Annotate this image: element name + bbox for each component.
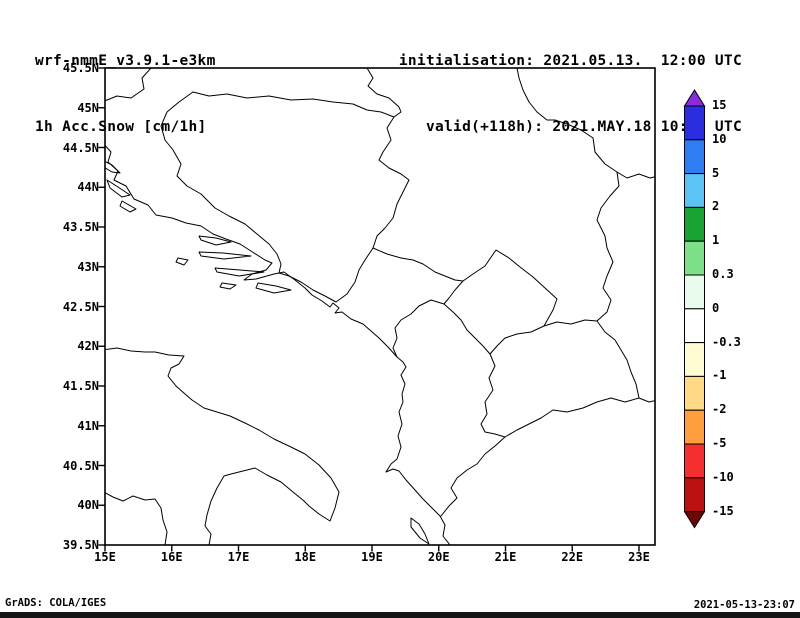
- lon-tick-label: 20E: [427, 550, 450, 564]
- lon-tick-label: 15E: [94, 550, 116, 564]
- axis-ticks: [98, 67, 640, 552]
- colorbar-segment: [684, 105, 705, 141]
- lat-tick-label: 42.5N: [62, 299, 99, 314]
- bottom-bar: [0, 612, 800, 618]
- colorbar-value-label: -2: [712, 402, 727, 417]
- lat-tick-label: 41.5N: [62, 379, 99, 393]
- lat-tick-label: 44.5N: [62, 140, 99, 155]
- colorbar: [683, 88, 707, 534]
- coastline-italy-adriatic: [105, 347, 340, 545]
- border-bosnia-montenegro: [335, 247, 374, 303]
- lon-tick-label: 18E: [294, 550, 317, 564]
- colorbar-value-label: 10: [712, 131, 727, 146]
- lat-tick-label: 43.5N: [62, 220, 99, 234]
- colorbar-svg: [683, 89, 706, 529]
- border-macedonia-greece: [504, 397, 640, 438]
- colorbar-value-label: 1: [712, 233, 720, 248]
- border-montenegro-albania: [392, 299, 445, 358]
- plot-title-block: wrf-nmmE_v3.9.1-e3km 1h Acc.Snow [cm/1h]: [35, 6, 216, 182]
- colorbar-value-label: 15: [712, 98, 727, 112]
- border-serbia-romania: [516, 68, 618, 173]
- corfu-island: [410, 517, 430, 545]
- colorbar-segment: [684, 173, 705, 208]
- colorbar-arrow-top: [683, 89, 706, 107]
- border-romania-bulgaria-danube: [616, 171, 655, 179]
- border-bosnia-croatia-south: [278, 272, 337, 303]
- colorbar-segment: [684, 274, 705, 310]
- border-serbia-kosovo: [462, 249, 558, 327]
- field-name: 1h Acc.Snow [cm/1h]: [35, 119, 207, 135]
- lat-tick-label: 41N: [77, 418, 99, 433]
- border-serbia-montenegro: [372, 247, 464, 282]
- colorbar-value-label: -10: [712, 469, 734, 484]
- border-croatia-bosnia-west: [160, 91, 282, 274]
- border-bosnia-serbia-drina: [372, 116, 410, 249]
- border-albania-macedonia: [480, 353, 506, 438]
- lon-tick-label: 17E: [227, 550, 250, 564]
- coastline-east-adriatic: [105, 144, 451, 545]
- colorbar-segment: [684, 409, 705, 445]
- colorbar-segment: [684, 375, 705, 411]
- colorbar-segment: [684, 342, 705, 377]
- coastline-italy-tyrrhenian: [105, 492, 168, 545]
- colorbar-segment: [684, 240, 705, 276]
- grads-credit: GrADS: COLA/IGES: [5, 597, 107, 609]
- map-frame: [104, 67, 656, 546]
- colorbar-value-label: -0.3: [712, 334, 741, 349]
- lat-tick-label: 45.5N: [62, 61, 99, 75]
- lat-tick-label: 44N: [77, 180, 99, 195]
- lon-tick-label: 21E: [494, 550, 517, 564]
- colorbar-segment: [684, 308, 705, 344]
- colorbar-value-label: -1: [712, 368, 727, 383]
- colorbar-segment: [684, 139, 705, 175]
- colorbar-value-label: 5: [712, 165, 720, 180]
- lat-tick-label: 39.5N: [62, 538, 99, 552]
- border-slovenia-croatia: [105, 68, 152, 102]
- border-bulgaria-macedonia: [596, 320, 640, 399]
- colorbar-segment: [684, 443, 705, 479]
- border-kosovo-macedonia: [489, 325, 545, 355]
- lat-tick-label: 40N: [77, 498, 99, 513]
- border-croatia-bosnia-sava: [192, 91, 395, 118]
- map-lines: [105, 68, 655, 545]
- border-croatia-serbia: [366, 68, 402, 118]
- border-albania-greece: [440, 436, 506, 517]
- lon-tick-label: 16E: [160, 550, 183, 564]
- border-bulgaria-greece: [638, 397, 655, 403]
- creation-timestamp: 2021-05-13-23:07: [693, 599, 795, 611]
- colorbar-value-label: -15: [712, 503, 734, 518]
- dalmatian-islands: [105, 160, 292, 294]
- colorbar-segment: [684, 206, 705, 242]
- colorbar-value-label: -5: [712, 436, 727, 450]
- lon-tick-label: 19E: [361, 550, 383, 564]
- colorbar-value-label: 0: [712, 300, 720, 315]
- colorbar-value-label: 2: [712, 199, 720, 214]
- colorbar-arrow-bottom: [683, 511, 706, 529]
- colorbar-segment: [684, 477, 705, 513]
- lat-tick-label: 45N: [77, 100, 99, 115]
- lat-tick-label: 43N: [77, 259, 99, 274]
- model-name: wrf-nmmE_v3.9.1-e3km: [35, 53, 216, 69]
- lon-tick-label: 22E: [561, 550, 584, 564]
- lat-tick-label: 40.5N: [62, 458, 99, 473]
- border-montenegro-kosovo: [443, 280, 464, 305]
- lat-tick-label: 42N: [77, 339, 99, 354]
- border-serbia-bulgaria: [596, 171, 620, 322]
- colorbar-value-label: 0.3: [712, 267, 734, 281]
- border-serbia-macedonia: [543, 319, 598, 327]
- border-kosovo-albania: [443, 303, 491, 355]
- init-time-text: initialisation: 2021.05.13. 12:00 UTC: [398, 53, 742, 69]
- lon-tick-label: 23E: [628, 550, 650, 564]
